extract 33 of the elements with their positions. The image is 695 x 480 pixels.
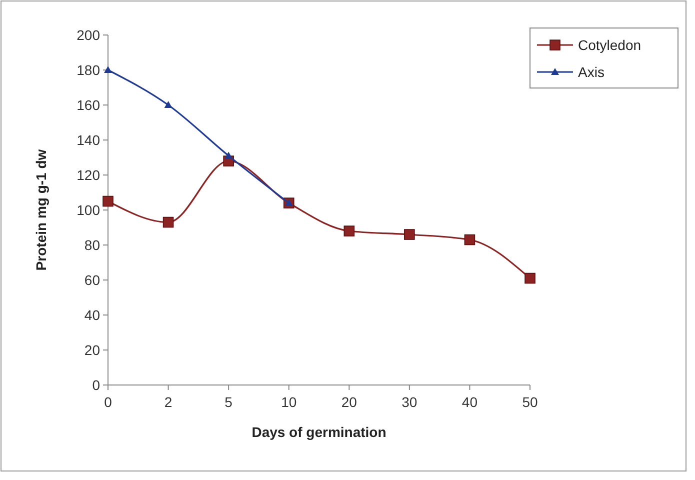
x-axis-title: Days of germination xyxy=(252,424,386,440)
point xyxy=(104,66,112,73)
y-tick-label: 180 xyxy=(76,62,100,78)
x-tick-label: 10 xyxy=(281,394,297,410)
y-tick-label: 120 xyxy=(76,166,100,183)
point xyxy=(464,234,476,246)
x-tick-label: 40 xyxy=(462,394,478,410)
x-tick-label: 0 xyxy=(104,394,112,410)
y-tick-label: 100 xyxy=(76,202,100,218)
point xyxy=(224,152,233,159)
point xyxy=(102,196,114,207)
x-tick-label: 50 xyxy=(522,394,538,410)
y-tick-label: 160 xyxy=(76,96,100,113)
point xyxy=(284,199,293,206)
legend-label: Axis xyxy=(578,64,604,80)
legend-label: Cotyledon xyxy=(578,36,642,53)
y-tick-label: 40 xyxy=(84,306,100,323)
y-tick-label: 140 xyxy=(76,132,100,148)
x-tick-label: 30 xyxy=(402,394,418,410)
y-tick-label: 0 xyxy=(92,376,100,393)
x-tick-label: 2 xyxy=(164,394,172,410)
point xyxy=(164,101,172,108)
y-axis-title: Protein mg g-1 dw xyxy=(33,149,49,271)
point xyxy=(162,216,174,228)
y-tick-label: 20 xyxy=(84,342,100,358)
y-tick-label: 200 xyxy=(76,26,100,43)
x-tick-label: 5 xyxy=(224,394,233,410)
y-tick-label: 60 xyxy=(84,272,100,288)
point xyxy=(524,272,536,284)
point xyxy=(344,226,355,236)
point xyxy=(404,229,415,240)
y-tick-label: 80 xyxy=(84,236,100,253)
x-tick-label: 20 xyxy=(341,394,358,410)
